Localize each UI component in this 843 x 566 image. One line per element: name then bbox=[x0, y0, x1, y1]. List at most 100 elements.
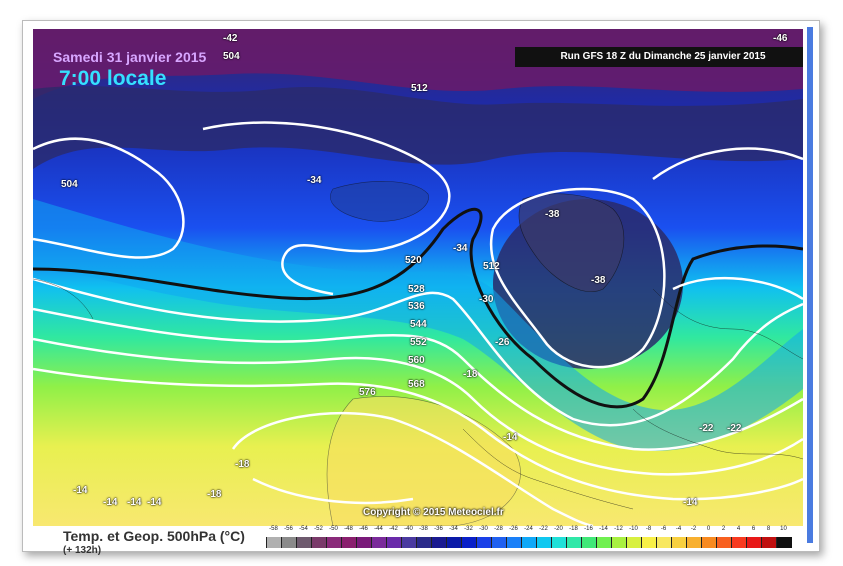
scale-cell bbox=[686, 537, 702, 548]
scale-cell bbox=[296, 537, 312, 548]
scale-cell bbox=[536, 537, 552, 548]
map-window: -42 504 512 520 528 536 544 552 560 568 … bbox=[22, 20, 820, 556]
label-temp: -22 bbox=[727, 423, 742, 434]
scale-tick: -38 bbox=[419, 526, 428, 532]
scale-cell bbox=[326, 537, 342, 548]
dark-trough bbox=[33, 86, 803, 169]
scale-tick: -12 bbox=[614, 526, 623, 532]
label-temp: -18 bbox=[235, 459, 250, 470]
label-temp: -18 bbox=[207, 489, 222, 500]
scale-cell bbox=[446, 537, 462, 548]
scale-cell bbox=[776, 537, 792, 548]
scale-tick: -44 bbox=[374, 526, 383, 532]
scale-tick: -16 bbox=[584, 526, 593, 532]
scale-tick: -42 bbox=[389, 526, 398, 532]
scale-tick: -20 bbox=[554, 526, 563, 532]
scale-cell bbox=[671, 537, 687, 548]
label-geop: 536 bbox=[408, 301, 425, 312]
label-geop: 520 bbox=[405, 255, 422, 266]
label-geop: 512 bbox=[411, 83, 428, 94]
scale-tick: -18 bbox=[569, 526, 578, 532]
label-geop: 504 bbox=[223, 51, 240, 62]
label-temp: -38 bbox=[545, 209, 560, 220]
scale-cell bbox=[596, 537, 612, 548]
landmass-iberia bbox=[326, 396, 521, 526]
scale-cell bbox=[521, 537, 537, 548]
scale-tick: -22 bbox=[539, 526, 548, 532]
label-temp: -14 bbox=[127, 497, 142, 508]
scale-tick: -56 bbox=[284, 526, 293, 532]
scale-cell bbox=[386, 537, 402, 548]
label-geop: 512 bbox=[483, 261, 500, 272]
scale-cell bbox=[356, 537, 372, 548]
landmass-iceland bbox=[330, 181, 429, 222]
scale-tick: -46 bbox=[359, 526, 368, 532]
scale-tick: -48 bbox=[344, 526, 353, 532]
run-title: Run GFS 18 Z du Dimanche 25 janvier 2015 bbox=[515, 47, 803, 67]
label-temp: -30 bbox=[479, 294, 494, 305]
scale-cell bbox=[731, 537, 747, 548]
scale-cell bbox=[341, 537, 357, 548]
scale-tick: -8 bbox=[645, 526, 652, 532]
scale-cell bbox=[551, 537, 567, 548]
legend-forecast: (+ 132h) bbox=[63, 545, 102, 556]
scale-tick: -36 bbox=[434, 526, 443, 532]
copyright: Copyright © 2015 Meteociel.fr bbox=[363, 507, 504, 518]
landmass-scandinavia bbox=[518, 193, 625, 292]
scale-cell bbox=[371, 537, 387, 548]
scale-tick: 8 bbox=[766, 526, 771, 532]
forecast-date: Samedi 31 janvier 2015 bbox=[53, 49, 207, 65]
scale-tick: 2 bbox=[721, 526, 726, 532]
label-geop: 576 bbox=[359, 387, 376, 398]
scale-cell bbox=[656, 537, 672, 548]
scale-cell bbox=[506, 537, 522, 548]
scale-cell bbox=[491, 537, 507, 548]
scale-tick: -54 bbox=[299, 526, 308, 532]
label-temp: -46 bbox=[773, 33, 788, 44]
label-geop: 528 bbox=[408, 284, 425, 295]
scale-cell bbox=[311, 537, 327, 548]
contour-thick bbox=[33, 207, 803, 409]
label-temp: -42 bbox=[223, 33, 238, 44]
scale-tick: -28 bbox=[494, 526, 503, 532]
scale-tick: -40 bbox=[404, 526, 413, 532]
label-temp: -34 bbox=[453, 243, 468, 254]
label-geop: 568 bbox=[408, 379, 425, 390]
label-geop: 552 bbox=[410, 337, 427, 348]
scale-cell bbox=[641, 537, 657, 548]
scale-tick: -34 bbox=[449, 526, 458, 532]
scale-tick: -26 bbox=[509, 526, 518, 532]
color-scale: -58 -56 -54 -52 -50 -48 -46 -44 -42 -40 -38 -36 -34-… bbox=[266, 526, 806, 549]
scale-cell bbox=[701, 537, 717, 548]
label-temp: -18 bbox=[463, 369, 478, 380]
scale-tick: -30 bbox=[479, 526, 488, 532]
weather-map: -42 504 512 520 528 536 544 552 560 568 … bbox=[33, 29, 803, 526]
scale-cell bbox=[761, 537, 777, 548]
scale-tick: -10 bbox=[629, 526, 638, 532]
coastlines bbox=[33, 278, 803, 510]
scale-cell bbox=[461, 537, 477, 548]
scale-tick: 4 bbox=[736, 526, 741, 532]
cold-band bbox=[33, 199, 803, 451]
scale-tick: -2 bbox=[690, 526, 697, 532]
scale-tick: 10 bbox=[780, 526, 787, 532]
scale-tick: -50 bbox=[329, 526, 338, 532]
map-canvas bbox=[33, 29, 803, 526]
cold-core-north bbox=[33, 29, 803, 99]
scale-tick: 0 bbox=[706, 526, 711, 532]
scale-cell bbox=[416, 537, 432, 548]
scale-tick: -32 bbox=[464, 526, 473, 532]
scale-tick: -6 bbox=[660, 526, 667, 532]
scale-cell bbox=[431, 537, 447, 548]
label-temp: -14 bbox=[683, 497, 698, 508]
scale-tick: -4 bbox=[675, 526, 682, 532]
label-temp: -26 bbox=[495, 337, 510, 348]
scale-cell bbox=[581, 537, 597, 548]
label-temp: -22 bbox=[699, 423, 714, 434]
legend: Temp. et Geop. 500hPa (°C) (+ 132h) -58-… bbox=[33, 526, 806, 556]
scale-tick: -52 bbox=[314, 526, 323, 532]
label-temp: -14 bbox=[103, 497, 118, 508]
scale-cell bbox=[266, 537, 282, 548]
label-geop: 504 bbox=[61, 179, 78, 190]
scale-cell bbox=[281, 537, 297, 548]
